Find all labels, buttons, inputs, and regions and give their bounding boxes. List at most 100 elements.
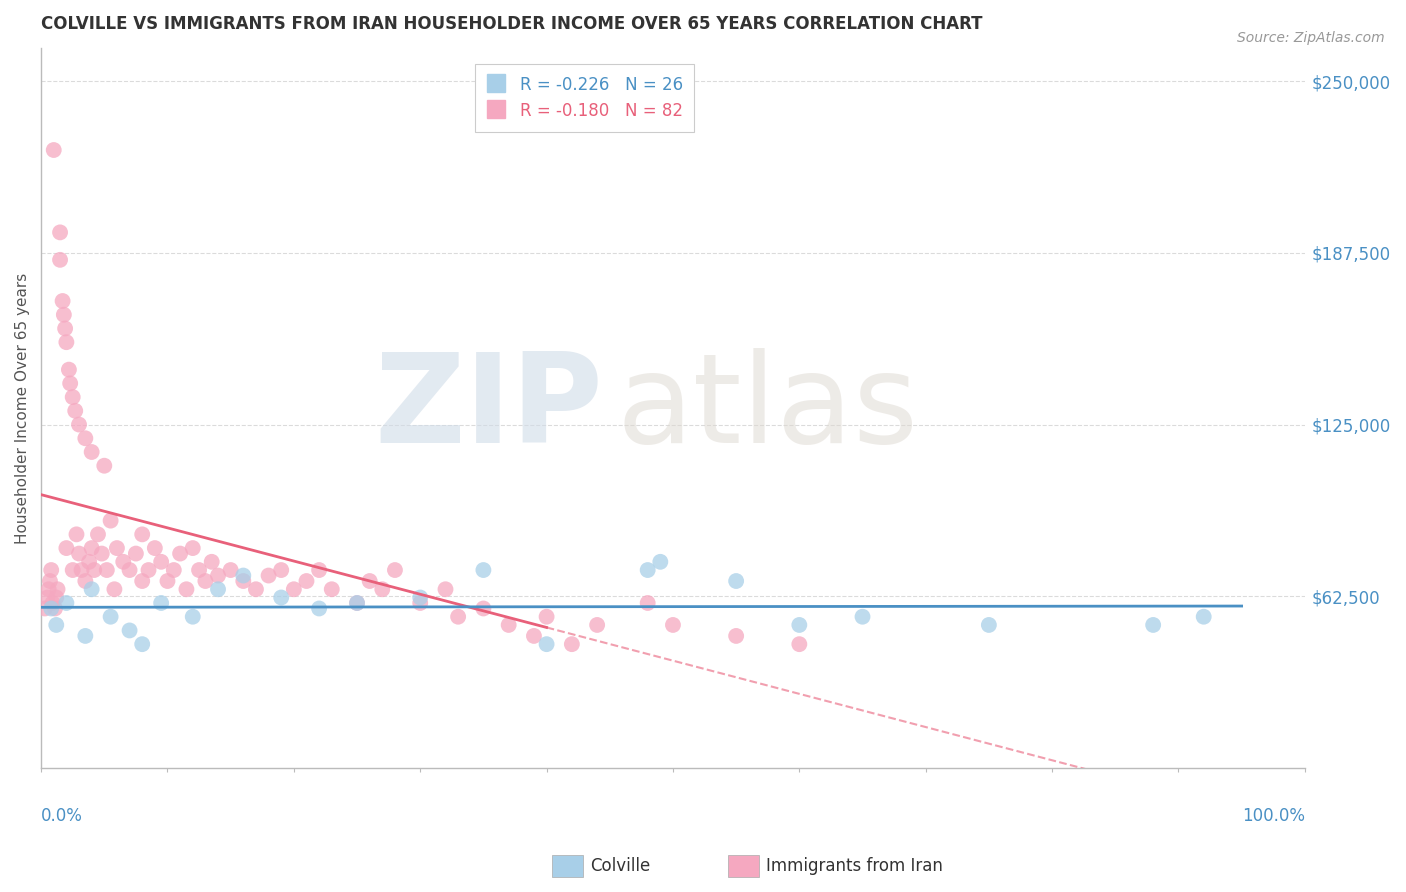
Point [308, 563, 330, 577]
Point [188, 563, 211, 577]
Point [194, 574, 217, 588]
Legend: R = -0.226   N = 26, R = -0.180   N = 82: R = -0.226 N = 26, R = -0.180 N = 82 [475, 64, 695, 132]
Point [434, 582, 457, 597]
Point [62, 563, 84, 577]
Point [156, 574, 179, 588]
Point [131, 574, 153, 588]
Point [232, 568, 254, 582]
Point [586, 618, 609, 632]
Point [977, 618, 1000, 632]
Point [409, 591, 432, 605]
Point [201, 555, 224, 569]
Point [105, 541, 128, 555]
Point [62, 390, 84, 404]
Point [131, 527, 153, 541]
Point [53, 321, 76, 335]
Point [219, 563, 242, 577]
Point [39, 601, 62, 615]
Point [65, 404, 87, 418]
Point [270, 591, 292, 605]
Point [58, 362, 80, 376]
Text: 0.0%: 0.0% [41, 807, 83, 825]
Point [409, 596, 432, 610]
Point [789, 637, 811, 651]
Point [232, 574, 254, 588]
Point [34, 601, 56, 615]
Point [41, 596, 63, 610]
Point [346, 596, 368, 610]
Point [46, 582, 69, 597]
Point [725, 574, 748, 588]
Point [39, 574, 62, 588]
Point [346, 596, 368, 610]
Point [70, 563, 93, 577]
Point [65, 527, 87, 541]
Point [523, 629, 546, 643]
Point [169, 547, 191, 561]
Point [49, 252, 72, 267]
Point [138, 563, 160, 577]
Point [536, 609, 558, 624]
Point [207, 582, 229, 597]
Point [39, 563, 62, 577]
Point [55, 596, 77, 610]
Point [103, 582, 125, 597]
Point [725, 629, 748, 643]
Point [650, 555, 672, 569]
Text: ZIP: ZIP [375, 348, 603, 468]
Point [283, 582, 305, 597]
Point [270, 563, 292, 577]
Point [42, 143, 65, 157]
Point [80, 445, 103, 459]
Point [637, 596, 659, 610]
Text: Colville: Colville [591, 857, 650, 875]
Point [851, 609, 873, 624]
Text: COLVILLE VS IMMIGRANTS FROM IRAN HOUSEHOLDER INCOME OVER 65 YEARS CORRELATION CH: COLVILLE VS IMMIGRANTS FROM IRAN HOUSEHO… [41, 15, 983, 33]
Point [498, 618, 520, 632]
Point [359, 574, 381, 588]
Point [125, 547, 148, 561]
Point [93, 458, 115, 473]
Point [662, 618, 685, 632]
Point [75, 574, 97, 588]
Point [67, 417, 90, 432]
Text: 100.0%: 100.0% [1241, 807, 1305, 825]
Point [118, 563, 141, 577]
Point [308, 601, 330, 615]
Point [55, 541, 77, 555]
Point [96, 563, 118, 577]
Point [163, 563, 186, 577]
Point [561, 637, 583, 651]
Text: Source: ZipAtlas.com: Source: ZipAtlas.com [1237, 31, 1385, 45]
Point [87, 527, 110, 541]
Point [75, 629, 97, 643]
Point [52, 293, 75, 308]
Point [1192, 609, 1215, 624]
Point [77, 555, 100, 569]
Point [38, 582, 60, 597]
Text: atlas: atlas [616, 348, 918, 468]
Point [118, 624, 141, 638]
Text: Immigrants from Iran: Immigrants from Iran [765, 857, 942, 875]
Point [637, 563, 659, 577]
Point [321, 582, 343, 597]
Point [80, 541, 103, 555]
Point [112, 555, 135, 569]
Point [384, 563, 406, 577]
Point [207, 568, 229, 582]
Point [472, 563, 495, 577]
Point [100, 609, 122, 624]
Point [181, 541, 204, 555]
Point [371, 582, 394, 597]
Point [80, 582, 103, 597]
Point [1142, 618, 1164, 632]
Point [59, 376, 82, 391]
Point [245, 582, 267, 597]
Point [44, 601, 66, 615]
Point [37, 591, 59, 605]
Y-axis label: Householder Income Over 65 years: Householder Income Over 65 years [15, 272, 30, 544]
Point [150, 555, 173, 569]
Point [143, 541, 166, 555]
Point [150, 596, 173, 610]
Point [67, 547, 90, 561]
